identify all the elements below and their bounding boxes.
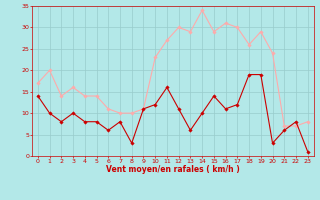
X-axis label: Vent moyen/en rafales ( km/h ): Vent moyen/en rafales ( km/h )	[106, 165, 240, 174]
